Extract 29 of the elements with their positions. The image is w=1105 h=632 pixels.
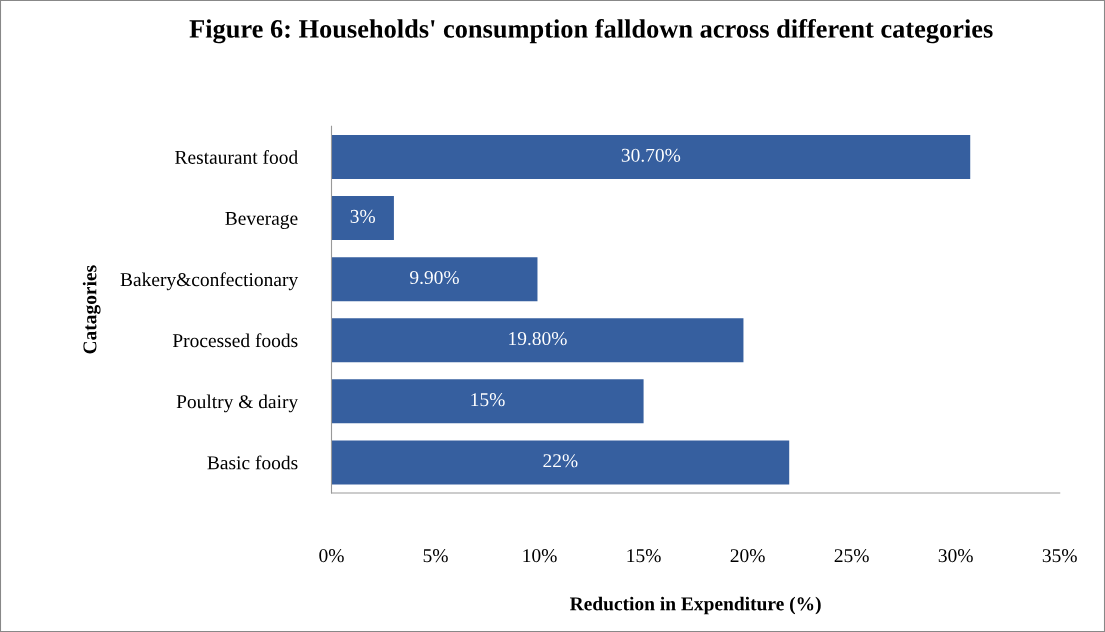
- bar: [331, 134, 971, 179]
- x-tick-label: 5%: [423, 549, 448, 563]
- x-tick-label: 0%: [319, 549, 344, 563]
- x-tick-label: 35%: [1042, 549, 1077, 563]
- x-tick-label: 15%: [627, 549, 661, 563]
- x-tick-label: 10%: [523, 549, 557, 563]
- data-label: 19.80%: [509, 331, 567, 346]
- bar: [331, 257, 538, 302]
- data-label: 15%: [471, 393, 505, 407]
- y-tick-label: Basic foods: [207, 455, 298, 470]
- bar: [331, 379, 644, 424]
- bar: [331, 196, 394, 241]
- data-label: 3%: [350, 209, 376, 223]
- y-tick-label: Processed foods: [172, 333, 298, 348]
- y-axis-title: Catagories: [82, 265, 101, 354]
- y-tick-label: Poultry & dairy: [176, 394, 299, 413]
- x-tick-label: 25%: [834, 549, 869, 563]
- data-label: 9.90%: [410, 270, 459, 285]
- data-label: 30.70%: [621, 148, 681, 162]
- chart-title: Figure 6: Households' consumption falldown across different categories: [189, 18, 993, 44]
- data-label: 22%: [543, 454, 578, 468]
- bar: [331, 440, 790, 485]
- bar: [331, 318, 744, 363]
- x-axis-title: Reduction in Expenditure (%): [569, 596, 821, 615]
- y-tick-label: Beverage: [225, 212, 298, 229]
- y-tick-label: Restaurant food: [175, 150, 298, 164]
- y-tick-label: Bakery&confectionary: [120, 272, 299, 291]
- x-tick-label: 20%: [730, 549, 765, 563]
- x-tick-label: 30%: [938, 549, 973, 563]
